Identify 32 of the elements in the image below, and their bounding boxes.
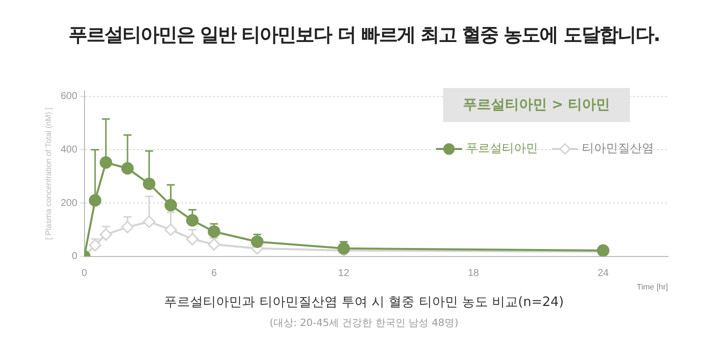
x-tick-label: 12 xyxy=(338,268,350,280)
point xyxy=(88,194,102,207)
point xyxy=(88,238,102,252)
point xyxy=(142,178,156,190)
point xyxy=(208,238,220,251)
y-tick-label: 600 xyxy=(60,91,78,102)
point xyxy=(121,220,134,234)
point xyxy=(186,232,199,246)
point xyxy=(208,225,220,238)
point xyxy=(164,198,178,212)
point xyxy=(164,223,178,236)
x-tick-label: 0 xyxy=(82,268,88,280)
x-tick-label: 6 xyxy=(211,268,218,280)
point xyxy=(186,214,199,227)
point xyxy=(121,162,134,175)
point xyxy=(100,228,112,241)
legend-label: 티아민질산염 xyxy=(582,141,654,156)
x-tick-label: 24 xyxy=(598,268,610,280)
text: 푸르설티아민과 티아민질산염 투여 시 혈중 티아민 농도 비교(n=24) xyxy=(163,294,565,311)
y-tick-label: 200 xyxy=(60,198,78,209)
text: (대상: 20-45세 건강한 한국인 남성 48명) xyxy=(268,317,460,330)
point xyxy=(142,215,156,228)
chart-title: 푸르설티아민은 일반 티아민보다 더 빠르게 최고 혈중 농도에 도달합니다. xyxy=(67,23,661,48)
legend-label: 푸르설티아민 xyxy=(466,141,538,156)
y-tick-label: 400 xyxy=(60,144,78,156)
annotation: 푸르설티아민 > 티아민 xyxy=(443,88,630,122)
x-tick-label: 18 xyxy=(468,268,480,280)
point xyxy=(250,235,264,248)
point xyxy=(100,156,112,169)
y-tick-label: 0 xyxy=(72,251,78,262)
y-axis-title: [ Plasma concentration of Total (nM) ] xyxy=(44,108,54,240)
x-axis-title: Time [hr] xyxy=(636,282,668,292)
